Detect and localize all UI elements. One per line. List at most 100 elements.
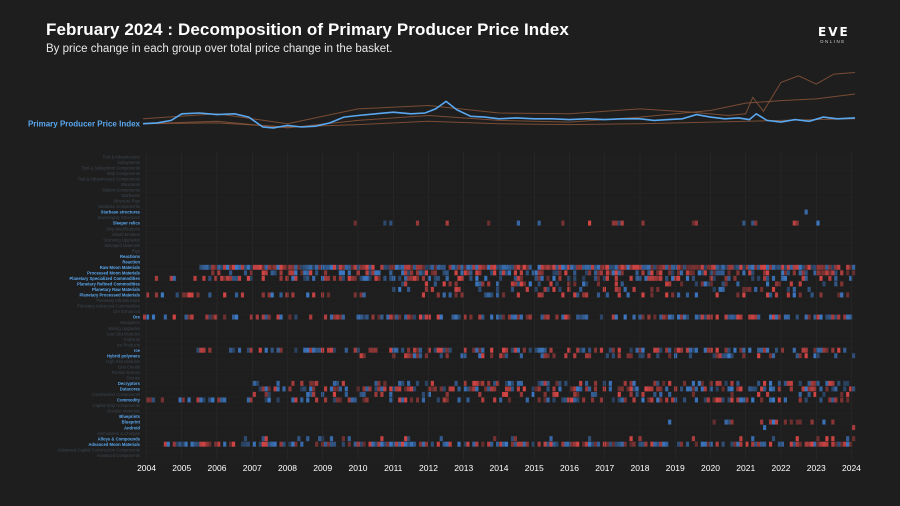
x-tick-label: 2018 [631, 463, 650, 473]
heatmap-cell [510, 380, 515, 386]
row-label: Faction Drones [112, 370, 140, 375]
heatmap-cell [727, 270, 731, 276]
x-tick-label: 2007 [243, 463, 262, 473]
heatmap-cell [593, 347, 598, 353]
heatmap-cell [175, 292, 179, 298]
heatmap-cell [834, 397, 838, 403]
heatmap-cell [463, 264, 467, 270]
heatmap-cell [789, 441, 793, 447]
heatmap-cell [439, 386, 443, 392]
heatmap-cell [635, 391, 639, 397]
heatmap-cell [252, 441, 256, 447]
heatmap-cell [466, 397, 470, 403]
heatmap-cell [415, 220, 420, 226]
heatmap-cell [635, 264, 639, 270]
heatmap-cell [590, 397, 595, 403]
heatmap-cell [496, 441, 500, 447]
heatmap-cell [240, 441, 245, 447]
heatmap-cell [822, 270, 826, 276]
heatmap-cell [294, 264, 298, 270]
heatmap-cell [585, 380, 589, 386]
heatmap-cell [481, 264, 485, 270]
heatmap-cell [795, 436, 799, 442]
heatmap-cell [332, 264, 337, 270]
heatmap-cell [825, 314, 829, 320]
x-tick-label: 2016 [560, 463, 579, 473]
heatmap-cell [807, 286, 811, 292]
heatmap-cell [703, 264, 707, 270]
heatmap-cell [585, 281, 589, 287]
heatmap-cell [712, 264, 716, 270]
heatmap-cell [629, 386, 633, 392]
heatmap-cell [335, 397, 339, 403]
heatmap-cell [659, 347, 663, 353]
heatmap-cell [211, 264, 215, 270]
heatmap-cell [315, 347, 319, 353]
heatmap-cell [353, 264, 357, 270]
heatmap-cell [822, 391, 826, 397]
heatmap-cell [549, 281, 553, 287]
heatmap-cell [715, 264, 719, 270]
heatmap-cell [585, 441, 589, 447]
heatmap-cell [148, 397, 153, 403]
row-label: Reaction [122, 259, 140, 264]
heatmap-cell [665, 347, 669, 353]
heatmap-cell [448, 347, 452, 353]
heatmap-cell [202, 347, 206, 353]
heatmap-cell [288, 386, 292, 392]
heatmap-cell [700, 281, 704, 287]
heatmap-cell [647, 353, 651, 359]
heatmap-cell [596, 264, 601, 270]
heatmap-cell [697, 270, 701, 276]
row-label: Construction Components [92, 392, 140, 397]
heatmap-cell [709, 281, 713, 287]
heatmap-cell [786, 270, 790, 276]
heatmap-cell [291, 397, 295, 403]
heatmap-cell [730, 419, 734, 425]
heatmap-cell [507, 380, 512, 386]
heatmap-cell [724, 380, 728, 386]
heatmap-cell [644, 441, 648, 447]
heatmap-cell [766, 347, 770, 353]
heatmap-cell [380, 386, 384, 392]
heatmap-cell [306, 270, 310, 276]
heatmap-cell [323, 441, 328, 447]
heatmap-cell [487, 386, 491, 392]
heatmap-cell [777, 314, 782, 320]
heatmap-cell [404, 275, 408, 281]
heatmap-cell [846, 380, 850, 386]
heatmap-cell [501, 391, 506, 397]
heatmap-cell [415, 353, 420, 359]
heatmap-cell [353, 275, 357, 281]
heatmap-cell [561, 220, 565, 226]
heatmap-cell [555, 380, 559, 386]
heatmap-cell [501, 292, 506, 298]
heatmap-cell [487, 380, 491, 386]
heatmap-cell [484, 292, 488, 298]
heatmap-cell [751, 441, 755, 447]
heatmap-cell [430, 286, 434, 292]
heatmap-cell [632, 386, 636, 392]
heatmap-cell [650, 264, 654, 270]
heatmap-cell [534, 347, 538, 353]
heatmap-cell [415, 347, 420, 353]
heatmap-cell [252, 264, 256, 270]
heatmap-cell [487, 220, 491, 226]
heatmap-cell [573, 264, 577, 270]
row-label: Planetary Specialized Commodities [69, 276, 140, 281]
heatmap-cell [362, 397, 366, 403]
heatmap-cell [846, 264, 850, 270]
heatmap-cell [573, 292, 577, 298]
heatmap-cell [751, 270, 755, 276]
heatmap-cell [771, 264, 776, 270]
heatmap-cell [392, 441, 396, 447]
heatmap-cell [588, 347, 592, 353]
heatmap-cell [513, 314, 517, 320]
heatmap-cell [229, 441, 233, 447]
x-tick-label: 2015 [525, 463, 544, 473]
row-label: High Slot Modules [106, 359, 140, 364]
heatmap-cell [801, 264, 805, 270]
heatmap-cell [445, 391, 449, 397]
heatmap-cell [291, 292, 295, 298]
heatmap-cell [418, 347, 423, 353]
